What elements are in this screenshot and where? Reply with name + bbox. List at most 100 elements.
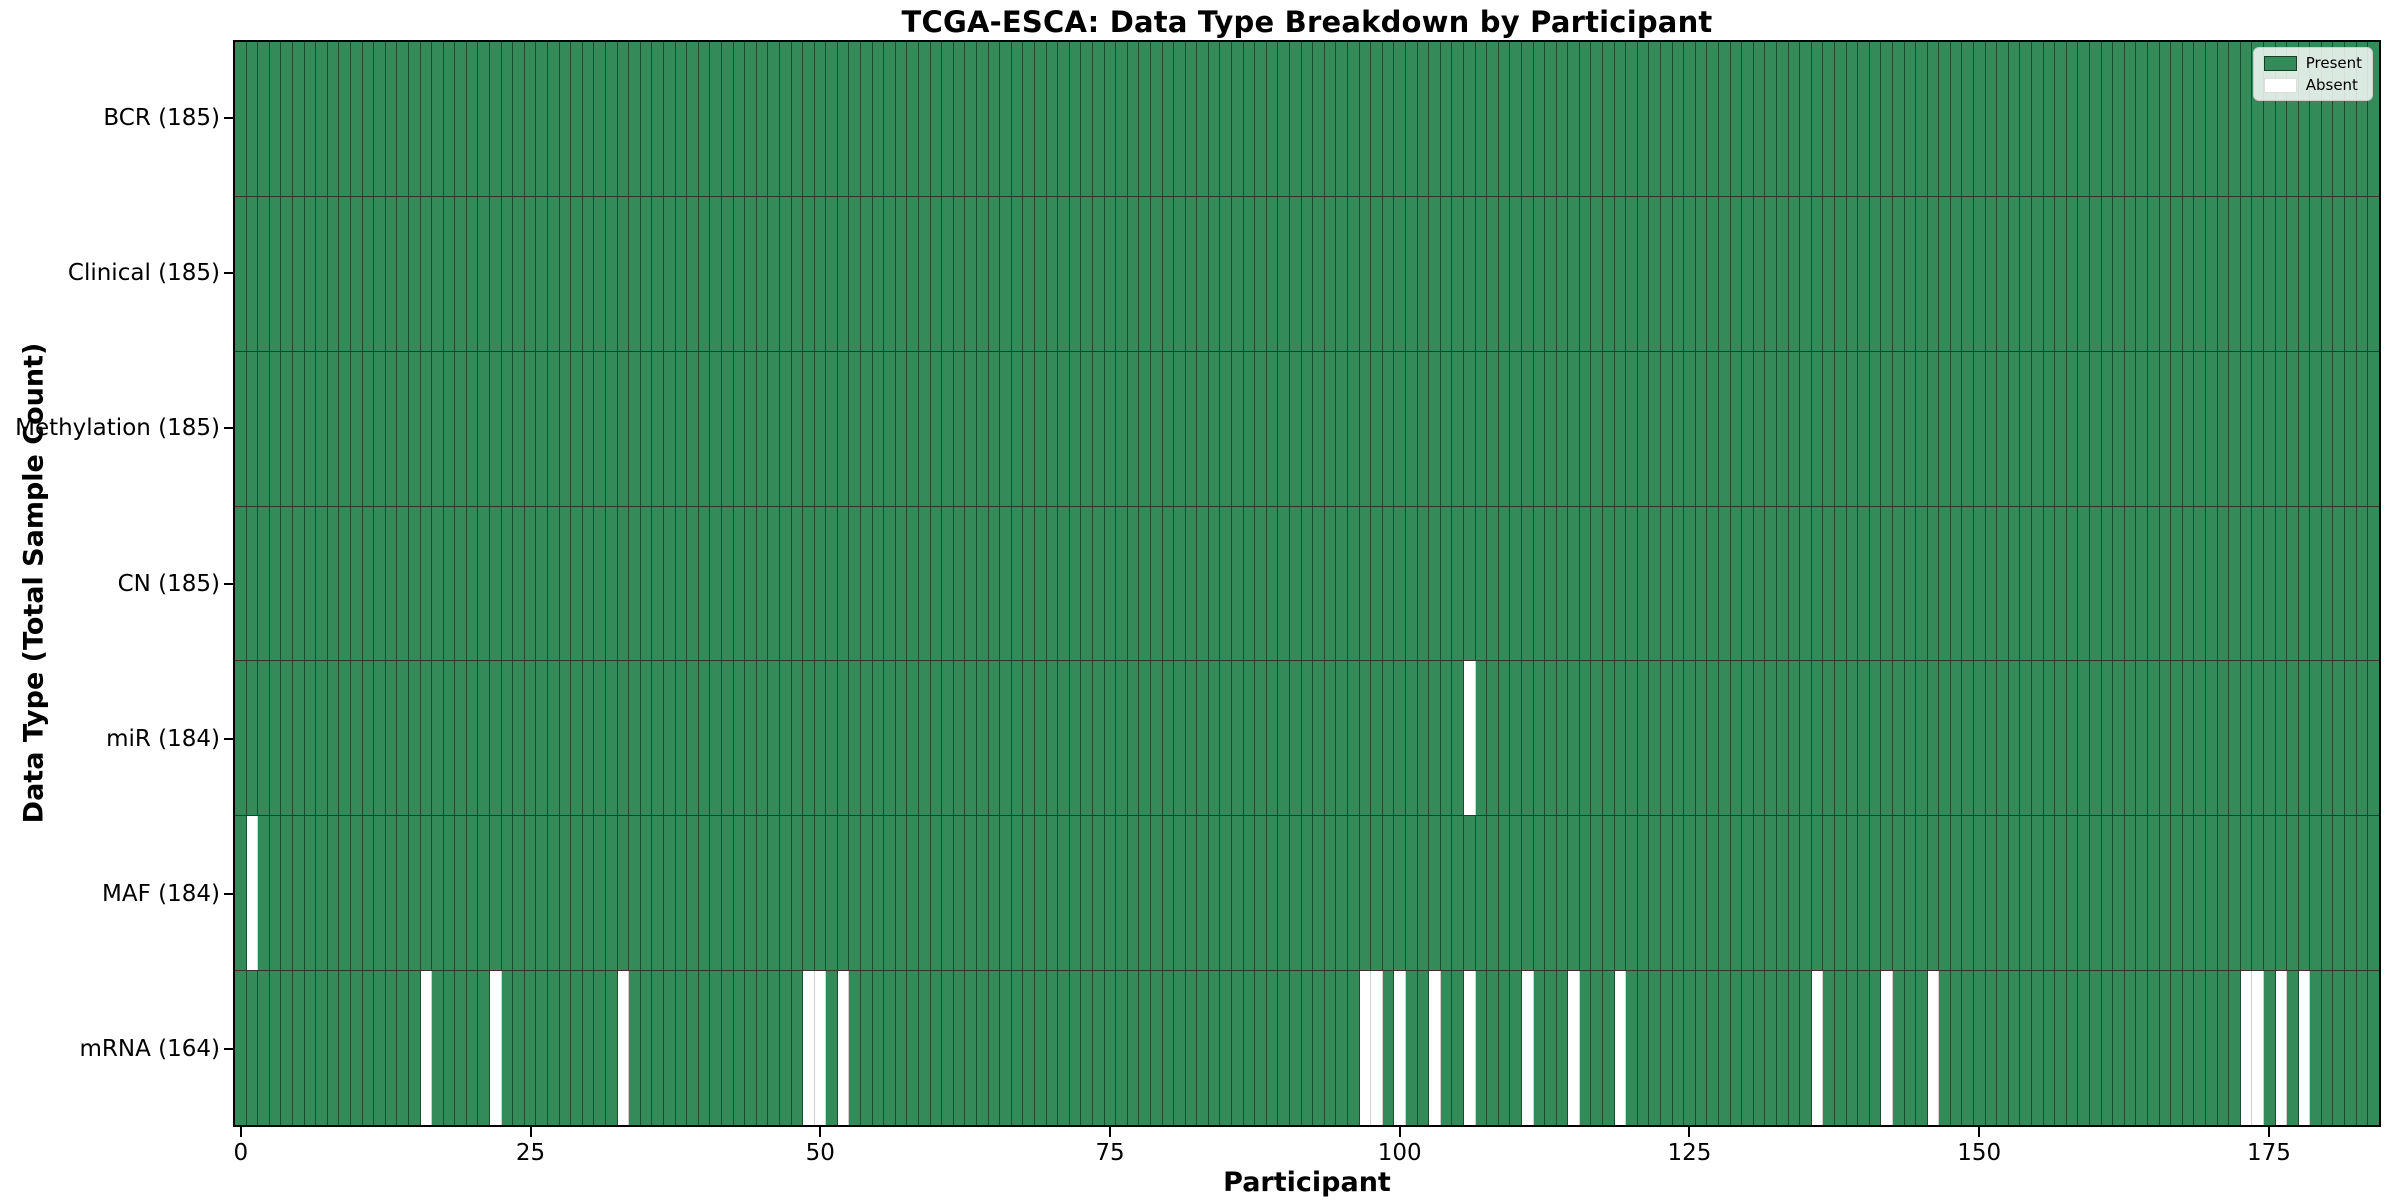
heatmap-cell-present [1684,506,1696,661]
heatmap-cell-present [1011,42,1024,196]
heatmap-cell-present [432,506,444,661]
heatmap-cell-present [1579,42,1592,196]
heatmap-cell-present [490,351,502,506]
heatmap-cell-present [1023,42,1035,196]
heatmap-cell-present [629,196,641,351]
heatmap-cell-present [2356,971,2369,1126]
heatmap-cell-present [258,661,270,816]
heatmap-cell-present [2124,42,2137,196]
heatmap-cell-present [919,42,931,196]
heatmap-cell-present [316,351,328,506]
heatmap-cell-present [1290,971,1302,1126]
heatmap-cell-present [1939,816,1951,971]
heatmap-cell-present [1034,351,1047,506]
heatmap-cell-present [2020,971,2033,1126]
heatmap-cell-present [1116,661,1128,816]
heatmap-cell-present [779,816,792,971]
heatmap-cell-present [350,971,363,1126]
heatmap-cell-present [1429,196,1441,351]
heatmap-cell-present [814,506,827,661]
heatmap-cell-present [1487,196,1499,351]
x-tick-mark [1398,1127,1401,1137]
heatmap-cell-present [698,351,711,506]
heatmap-cell-present [733,661,746,816]
heatmap-cell-present [548,42,560,196]
heatmap-cell-present [235,816,247,971]
heatmap-cell-present [2136,351,2148,506]
heatmap-cell-present [1371,351,1383,506]
heatmap-cell-present [1730,506,1743,661]
heatmap-cell-present [443,506,456,661]
heatmap-cell-present [1336,816,1348,971]
heatmap-cell-present [1684,971,1696,1126]
heatmap-cell-present [1974,506,1986,661]
heatmap-cell-present [1591,351,1604,506]
heatmap-cell-present [1348,816,1360,971]
heatmap-cell-present [837,506,850,661]
heatmap-cell-present [339,42,351,196]
heatmap-cell-present [791,506,804,661]
heatmap-cell-present [2310,971,2322,1126]
heatmap-cell-present [606,42,618,196]
heatmap-cell-present [2008,351,2021,506]
heatmap-cell-present [861,506,873,661]
heatmap-cell-present [432,351,444,506]
heatmap-cell-present [2217,661,2230,816]
heatmap-cell-present [1649,351,1662,506]
heatmap-cell-present [1742,661,1754,816]
heatmap-cell-present [2124,661,2137,816]
heatmap-cell-present [258,351,270,506]
heatmap-cell-present [420,816,433,971]
heatmap-cell-present [2368,506,2379,661]
heatmap-cell-present [1150,196,1163,351]
heatmap-cell-present [826,506,838,661]
heatmap-cell-present [2298,661,2311,816]
heatmap-cell-present [1394,351,1406,506]
heatmap-cell-present [1892,351,1905,506]
heatmap-cell-present [1753,971,1766,1126]
heatmap-cell-present [1545,661,1557,816]
heatmap-cell-absent [2275,971,2288,1126]
heatmap-cell-present [397,506,409,661]
heatmap-cell-present [1591,506,1604,661]
heatmap-cell-present [1046,816,1059,971]
heatmap-cell-present [721,196,734,351]
heatmap-cell-present [1162,971,1175,1126]
heatmap-cell-present [617,42,630,196]
heatmap-cell-present [524,816,537,971]
heatmap-cell-present [1220,196,1233,351]
heatmap-cell-present [826,42,838,196]
heatmap-cell-present [1742,351,1754,506]
heatmap-cell-present [2182,661,2195,816]
heatmap-cell-present [1139,42,1151,196]
heatmap-cell-present [455,816,467,971]
heatmap-cell-present [1185,42,1198,196]
heatmap-cell-present [2287,816,2299,971]
heatmap-cell-present [466,42,479,196]
heatmap-cell-present [1811,196,1824,351]
heatmap-cell-present [548,971,560,1126]
heatmap-cell-present [1834,42,1847,196]
heatmap-cell-present [2345,816,2357,971]
heatmap-cell-present [1127,506,1140,661]
heatmap-cell-present [1985,971,1998,1126]
heatmap-cell-present [733,196,746,351]
heatmap-cell-present [501,971,514,1126]
heatmap-cell-present [2124,196,2137,351]
heatmap-cell-present [826,351,838,506]
heatmap-cell-present [1359,196,1372,351]
heatmap-cell-present [1452,506,1464,661]
heatmap-cell-present [2159,196,2172,351]
heatmap-cell-present [2205,506,2218,661]
heatmap-cell-present [1348,351,1360,506]
heatmap-cell-present [536,351,549,506]
heatmap-cell-present [455,506,467,661]
heatmap-cell-present [640,506,653,661]
heatmap-cell-present [652,816,664,971]
heatmap-cell-present [2356,196,2369,351]
heatmap-cell-present [513,971,525,1126]
heatmap-cell-present [1290,42,1302,196]
heatmap-cell-present [919,506,931,661]
heatmap-cell-present [1603,42,1615,196]
heatmap-cell-present [2240,196,2253,351]
